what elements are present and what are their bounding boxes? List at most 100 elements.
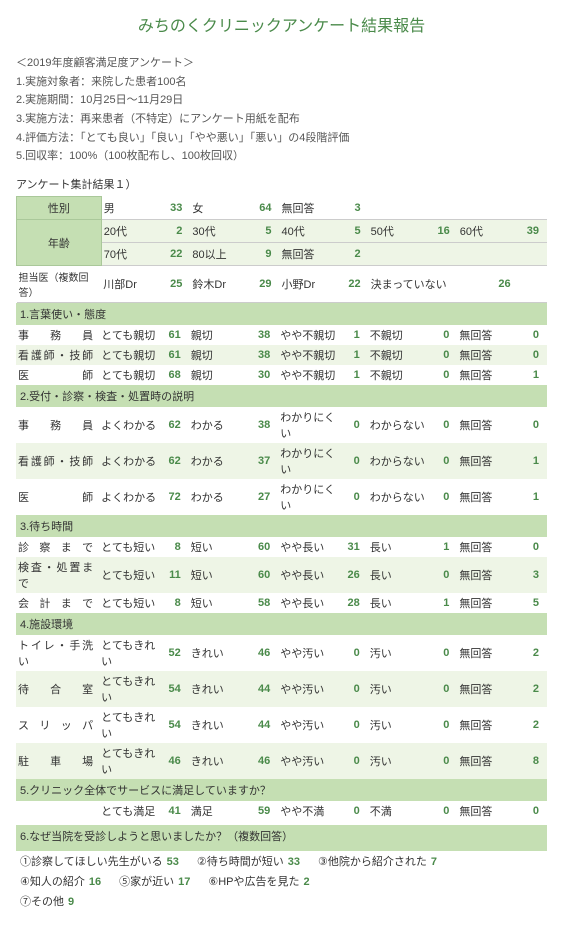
cell-value: 0: [340, 743, 368, 779]
cell: 70代: [101, 243, 162, 266]
cell-value: 0: [340, 479, 368, 515]
cell: 無回答: [280, 243, 341, 266]
table-row: 待合室とてもきれい54きれい44やや汚い0汚い0無回答2: [16, 671, 547, 707]
cell-label: よくわかる: [99, 443, 161, 479]
cell-label: やや不満: [278, 801, 340, 821]
cell-label: わかる: [189, 443, 251, 479]
cell-label: 満足: [189, 801, 251, 821]
cell-label: 親切: [189, 345, 251, 365]
cell-value: 52: [161, 635, 189, 671]
row-label: 事務員: [16, 325, 99, 345]
cell-label: 汚い: [368, 743, 430, 779]
cell-value: 41: [161, 801, 189, 821]
age-row-1: 年齢 20代2 30代5 40代5 50代16 60代39: [17, 220, 548, 243]
cell-value: 54: [161, 707, 189, 743]
cell-value: 46: [161, 743, 189, 779]
row-label: 検査・処置まで: [16, 557, 99, 593]
row-label: 事務員: [16, 407, 99, 443]
cell-value: 1: [430, 593, 458, 613]
gender-row: 性別 男33 女64 無回答3: [17, 197, 548, 220]
cell-label: とても短い: [99, 557, 161, 593]
cell-value: 3: [519, 557, 547, 593]
intro-line: 3.実施方法：再来患者（不特定）にアンケート用紙を配布: [16, 110, 547, 129]
reason-label: ④知人の紹介: [20, 876, 85, 888]
cell-label: 汚い: [368, 635, 430, 671]
cell-label: 不親切: [368, 365, 430, 385]
cell-label: 汚い: [368, 707, 430, 743]
table-row: 医師よくわかる72わかる27わかりにくい0わからない0無回答1: [16, 479, 547, 515]
intro-line: 1.実施対象者：来院した患者100名: [16, 73, 547, 92]
cell-label: とても短い: [99, 593, 161, 613]
cell-value: 2: [519, 671, 547, 707]
cell-label: やや不親切: [278, 345, 340, 365]
cell-value: 0: [430, 801, 458, 821]
cell-value: 0: [430, 635, 458, 671]
cell: 20代: [101, 220, 162, 243]
cell: 川部Dr: [101, 266, 162, 303]
cell-label: 短い: [189, 537, 251, 557]
cell: 60代: [458, 220, 519, 243]
cell-value: 0: [340, 801, 368, 821]
summary-table: 性別 男33 女64 無回答3 年齢 20代2 30代5 40代5 50代16 …: [16, 196, 547, 303]
cell-value: 8: [161, 537, 189, 557]
cell-value: 0: [519, 801, 547, 821]
intro-heading: ＜2019年度顧客満足度アンケート＞: [16, 54, 547, 73]
cell: 80以上: [190, 243, 251, 266]
row-label: 会計まで: [16, 593, 99, 613]
cell-value: 0: [430, 365, 458, 385]
cell-value: 1: [519, 479, 547, 515]
cell-label: やや長い: [278, 557, 340, 593]
cell-label: 無回答: [457, 479, 519, 515]
cell-label: とてもきれい: [99, 743, 161, 779]
cell-value: 0: [340, 671, 368, 707]
cell-label: とても短い: [99, 537, 161, 557]
cell-label: 無回答: [457, 345, 519, 365]
intro-line: 4.評価方法：「とても良い」「良い」「やや悪い」「悪い」の4段階評価: [16, 129, 547, 148]
cell-value: 1: [340, 325, 368, 345]
cell-value: 0: [430, 671, 458, 707]
reason-label: ⑦その他: [20, 896, 64, 908]
cell-label: とても親切: [99, 325, 161, 345]
cell-value: 46: [251, 743, 279, 779]
cell: 男: [101, 197, 162, 220]
table-row: とても満足41満足59やや不満0不満0無回答0: [16, 801, 547, 821]
cell-value: 0: [519, 537, 547, 557]
section-title: 5.クリニック全体でサービスに満足していますか？: [16, 779, 547, 801]
section-table: 事務員とても親切61親切38やや不親切1不親切0無回答0看護師・技師とても親切6…: [16, 325, 547, 385]
section-title: 4.施設環境: [16, 613, 547, 635]
cell-label: きれい: [189, 635, 251, 671]
reason-value: 9: [68, 896, 74, 908]
cell-value: 8: [519, 743, 547, 779]
cell-label: 不満: [368, 801, 430, 821]
reason-label: ⑥HPや広告を見た: [208, 876, 299, 888]
cell: 16: [430, 220, 458, 243]
cell-value: 0: [430, 743, 458, 779]
cell-label: 無回答: [457, 365, 519, 385]
table-row: 事務員よくわかる62わかる38わかりにくい0わからない0無回答0: [16, 407, 547, 443]
age-label: 年齢: [17, 220, 102, 266]
cell-value: 0: [519, 407, 547, 443]
row-label: [16, 801, 99, 821]
cell-value: 60: [251, 537, 279, 557]
cell-label: 短い: [189, 593, 251, 613]
cell-label: とても満足: [99, 801, 161, 821]
table-row: 医師とても親切68親切30やや不親切1不親切0無回答1: [16, 365, 547, 385]
cell-label: 無回答: [457, 671, 519, 707]
cell-label: やや不親切: [278, 365, 340, 385]
section-table: トイレ・手洗いとてもきれい52きれい46やや汚い0汚い0無回答2待合室とてもきれ…: [16, 635, 547, 779]
cell-value: 0: [430, 325, 458, 345]
row-label: 駐車場: [16, 743, 99, 779]
section-title: 2.受付・診察・検査・処置時の説明: [16, 385, 547, 407]
table-row: 診察までとても短い8短い60やや長い31長い1無回答0: [16, 537, 547, 557]
cell-value: 5: [519, 593, 547, 613]
cell-label: 短い: [189, 557, 251, 593]
cell-value: 62: [161, 407, 189, 443]
cell-label: 不親切: [368, 345, 430, 365]
cell-value: 1: [519, 365, 547, 385]
cell-value: 58: [251, 593, 279, 613]
reason-label: ②待ち時間が短い: [197, 856, 284, 868]
cell-label: 無回答: [457, 801, 519, 821]
cell-value: 59: [251, 801, 279, 821]
reasons-title: 6.なぜ当院を受診しようと思いましたか？（複数回答）: [16, 825, 547, 851]
cell-value: 72: [161, 479, 189, 515]
